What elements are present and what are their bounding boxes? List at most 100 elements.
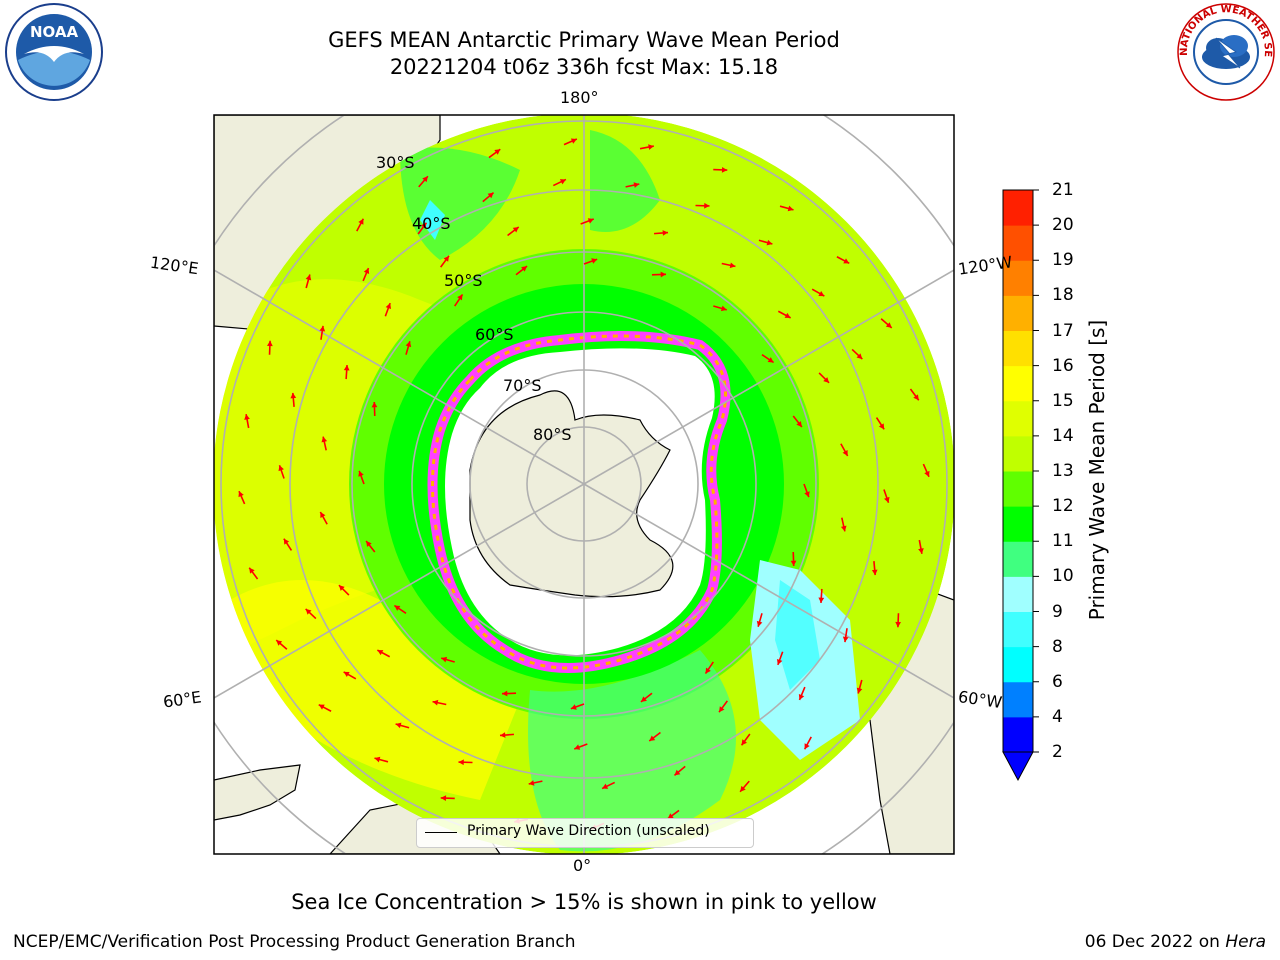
wave-arrow-head <box>366 540 372 547</box>
wave-arrow-head <box>740 785 746 792</box>
colorbar-segment <box>1003 435 1033 472</box>
colorbar-tick-label: 13 <box>1052 461 1074 481</box>
wave-arrow-head <box>840 525 847 532</box>
wave-arrow-head <box>602 783 609 789</box>
wave-arrow-head <box>818 291 825 297</box>
footer-host: Hera <box>1225 932 1266 952</box>
wave-arrow-head <box>371 402 378 408</box>
lat-label-80s: 80°S <box>533 425 572 444</box>
colorbar-tick-label: 14 <box>1052 425 1074 446</box>
wave-arrow-head <box>871 569 878 576</box>
wave-arrow-head <box>660 271 666 278</box>
lat-label-40s: 40°S <box>412 214 451 233</box>
caption: Sea Ice Concentration > 15% is shown in … <box>291 890 877 914</box>
wave-arrow-head <box>649 735 656 741</box>
wave-arrow-head <box>305 274 312 281</box>
wave-arrow-head <box>487 192 494 199</box>
colorbar-segment <box>1003 576 1033 612</box>
noaa-logo-text: NOAA <box>30 23 79 41</box>
colorbar-segment <box>1003 611 1033 648</box>
wave-arrow-head <box>338 585 345 591</box>
colorbar-segment <box>1003 646 1033 683</box>
wave-arrow-head <box>787 205 794 212</box>
wave-arrow-head <box>756 620 763 627</box>
wave-arrow-head <box>662 230 669 236</box>
colorbar-segment <box>1003 260 1033 296</box>
wave-arrow-head <box>705 667 711 674</box>
lon-label-180: 180° <box>560 88 599 107</box>
wave-arrow-head <box>244 414 250 420</box>
wave-arrow-head <box>502 690 508 697</box>
wave-arrow-head <box>843 258 850 264</box>
colorbar-tick-label: 9 <box>1052 601 1063 622</box>
wave-arrow-head <box>895 621 901 628</box>
colorbar-segment <box>1003 365 1033 402</box>
colorbar-segment <box>1003 716 1033 753</box>
wave-arrow-head <box>913 394 919 401</box>
wave-arrow-head <box>640 696 647 702</box>
colorbar-segment <box>1003 190 1033 226</box>
noaa-logo-icon: NOAA <box>5 3 103 101</box>
wave-arrow-head <box>441 656 448 663</box>
colorbar-tick-label: 12 <box>1052 496 1074 517</box>
legend-line-swatch <box>425 832 457 833</box>
wave-arrow-head <box>790 560 797 566</box>
wave-arrow-head <box>238 491 244 498</box>
wave-arrow-head <box>719 706 725 713</box>
footer-credit: NCEP/EMC/Verification Post Processing Pr… <box>13 932 576 952</box>
wave-arrow-head <box>405 341 412 348</box>
colorbar-tick-label: 6 <box>1052 671 1063 692</box>
legend-text: Primary Wave Direction (unscaled) <box>467 823 710 839</box>
wave-arrow-head <box>796 421 802 428</box>
colorbar-tick-label: 2 <box>1052 742 1063 762</box>
wave-arrow-head <box>885 322 892 328</box>
wave-arrow-head <box>884 496 890 503</box>
wave-arrow-head <box>720 305 727 312</box>
wave-arrow-head <box>784 312 791 318</box>
wave-arrow-head <box>856 353 863 360</box>
wave-arrow-head <box>591 258 598 264</box>
wave-arrow-head <box>559 179 566 185</box>
legend: Primary Wave Direction (unscaled) <box>416 818 754 848</box>
colorbar <box>1002 189 1039 782</box>
wave-arrow-head <box>421 222 427 229</box>
map-frame <box>213 114 955 855</box>
wave-arrow-head <box>528 780 535 786</box>
wave-arrow-head <box>667 813 674 819</box>
colorbar-label: Primary Wave Mean Period [s] <box>1085 319 1109 621</box>
colorbar-tick-label: 4 <box>1052 706 1063 727</box>
wave-arrow-head <box>842 636 849 643</box>
wave-arrow-head <box>319 325 326 332</box>
wave-arrow-head <box>290 392 297 399</box>
wave-arrow-head <box>440 795 447 801</box>
wave-arrow-head <box>267 340 273 347</box>
wave-arrow-head <box>432 699 439 706</box>
wave-arrow-head <box>776 658 783 665</box>
colorbar-segment <box>1003 330 1033 367</box>
wave-arrow-head <box>395 722 402 729</box>
colorbar-extend-triangle <box>1002 751 1034 782</box>
wave-arrow-head <box>377 650 384 656</box>
colorbar-segment <box>1003 681 1033 718</box>
lat-label-70s: 70°S <box>503 376 542 395</box>
lon-label-0: 0° <box>573 856 592 875</box>
chart-title: GEFS MEAN Antarctic Primary Wave Mean Pe… <box>328 28 840 52</box>
lat-label-60s: 60°S <box>475 325 514 344</box>
wave-arrow-head <box>358 470 364 477</box>
wave-arrow-head <box>818 597 825 603</box>
wave-arrow-head <box>521 266 528 272</box>
colorbar-tick-label: 15 <box>1052 390 1074 411</box>
chart-subtitle: 20221204 t06z 336h fcst Max: 15.18 <box>389 55 779 79</box>
wave-arrow-head <box>343 365 350 371</box>
wave-arrow-head <box>798 693 805 700</box>
wave-arrow-head <box>499 732 506 738</box>
colorbar-tick-label: 19 <box>1052 250 1074 271</box>
lat-label-30s: 30°S <box>376 153 415 172</box>
wave-arrow-head <box>587 218 594 224</box>
wave-arrow-head <box>741 739 747 746</box>
wave-arrow-head <box>767 357 774 363</box>
footer-date-text: 06 Dec 2022 on <box>1084 932 1226 952</box>
lat-label-50s: 50°S <box>444 271 483 290</box>
footer-date: 06 Dec 2022 on Hera <box>1085 932 1266 952</box>
